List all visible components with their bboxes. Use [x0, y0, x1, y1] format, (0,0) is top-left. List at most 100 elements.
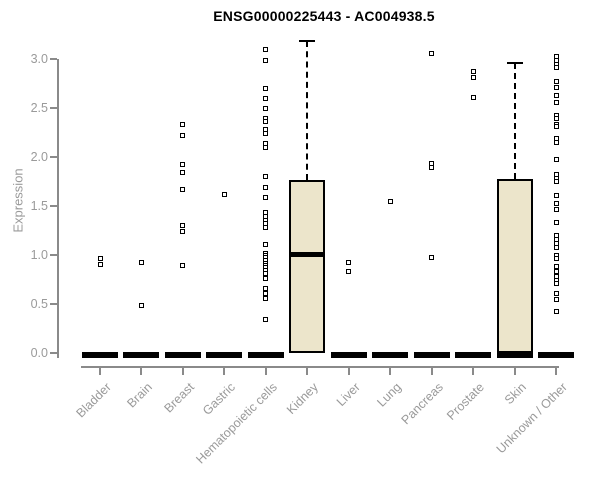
zero-expression-bar — [372, 352, 409, 358]
data-point — [180, 132, 186, 138]
x-axis-tick — [181, 366, 184, 375]
data-point — [387, 198, 393, 204]
x-axis-tick — [430, 366, 433, 375]
data-point — [346, 269, 352, 275]
data-point — [263, 184, 269, 190]
zero-expression-bar — [82, 352, 118, 358]
y-axis-tick-label: 2.0 — [30, 150, 48, 164]
data-point — [553, 269, 559, 275]
data-point — [263, 105, 269, 111]
zero-expression-bar — [496, 352, 533, 358]
data-point — [97, 262, 103, 268]
data-point — [263, 130, 269, 136]
data-point — [180, 223, 186, 229]
data-point — [470, 69, 476, 75]
y-axis-tick — [50, 58, 57, 60]
data-point — [263, 85, 269, 91]
y-axis-tick-label: 0.5 — [30, 297, 48, 311]
data-point — [180, 228, 186, 234]
median-bar — [289, 252, 326, 258]
data-point — [553, 220, 559, 226]
zero-expression-bar — [247, 352, 284, 358]
data-point — [553, 65, 559, 71]
data-point — [553, 84, 559, 90]
data-point — [263, 241, 269, 247]
x-axis-tick — [472, 366, 475, 375]
data-point — [553, 309, 559, 315]
box — [496, 178, 533, 353]
data-point — [553, 290, 559, 296]
data-point — [180, 162, 186, 168]
zero-expression-bar — [538, 352, 574, 358]
data-point — [553, 256, 559, 262]
data-point — [553, 192, 559, 198]
y-axis-tick — [50, 352, 57, 354]
data-point — [553, 244, 559, 250]
data-point — [553, 79, 559, 85]
whisker-cap — [506, 61, 523, 64]
x-axis-tick — [264, 366, 267, 375]
data-point — [553, 157, 559, 163]
data-point — [553, 200, 559, 206]
x-axis-tick — [99, 366, 101, 375]
data-point — [263, 317, 269, 323]
chart-title: ENSG00000225443 - AC004938.5 — [213, 8, 435, 24]
x-axis-tick — [223, 366, 226, 375]
x-axis-tick — [513, 366, 516, 375]
data-point — [263, 144, 269, 150]
data-point — [553, 296, 559, 302]
data-point — [138, 260, 144, 266]
data-point — [263, 58, 269, 64]
data-point — [553, 264, 559, 270]
data-point — [470, 94, 476, 100]
x-axis-tick — [347, 366, 350, 375]
zero-expression-bar — [164, 352, 201, 358]
zero-expression-bar — [330, 352, 367, 358]
data-point — [263, 290, 269, 296]
zero-expression-bar — [123, 352, 160, 358]
data-point — [180, 122, 186, 128]
y-axis-tick-label: 2.5 — [30, 101, 48, 115]
data-point — [138, 303, 144, 309]
whisker-line — [513, 62, 516, 179]
data-point — [553, 53, 559, 59]
data-point — [263, 95, 269, 101]
y-axis-tick — [50, 254, 57, 256]
data-point — [263, 271, 269, 277]
data-point — [180, 170, 186, 176]
y-axis-tick — [50, 205, 57, 207]
data-point — [97, 256, 103, 262]
data-point — [180, 186, 186, 192]
data-point — [553, 207, 559, 213]
y-axis-tick — [50, 303, 57, 305]
data-point — [553, 139, 559, 145]
data-point — [263, 295, 269, 301]
x-axis-tick — [555, 366, 557, 375]
data-point — [429, 50, 435, 56]
data-point — [263, 225, 269, 231]
data-point — [263, 194, 269, 200]
data-point — [263, 276, 269, 282]
data-point — [263, 119, 269, 125]
y-axis-tick-label: 3.0 — [30, 52, 48, 66]
data-point — [263, 285, 269, 291]
y-axis-tick — [50, 107, 57, 109]
y-axis-line — [57, 59, 59, 358]
y-axis-tick-label: 1.0 — [30, 248, 48, 262]
x-axis-tick — [140, 366, 143, 375]
whisker-line — [306, 41, 309, 180]
data-point — [553, 92, 559, 98]
y-axis-tick — [50, 156, 57, 158]
zero-expression-bar — [413, 352, 450, 358]
data-point — [553, 179, 559, 184]
whisker-cap — [299, 40, 316, 43]
x-axis-tick — [389, 366, 392, 375]
data-point — [553, 116, 559, 122]
zero-expression-bar — [455, 352, 492, 358]
box — [289, 179, 326, 353]
data-point — [429, 165, 435, 171]
data-point — [470, 75, 476, 81]
y-axis-tick-label: 0.0 — [30, 346, 48, 360]
zero-expression-bar — [206, 352, 243, 358]
